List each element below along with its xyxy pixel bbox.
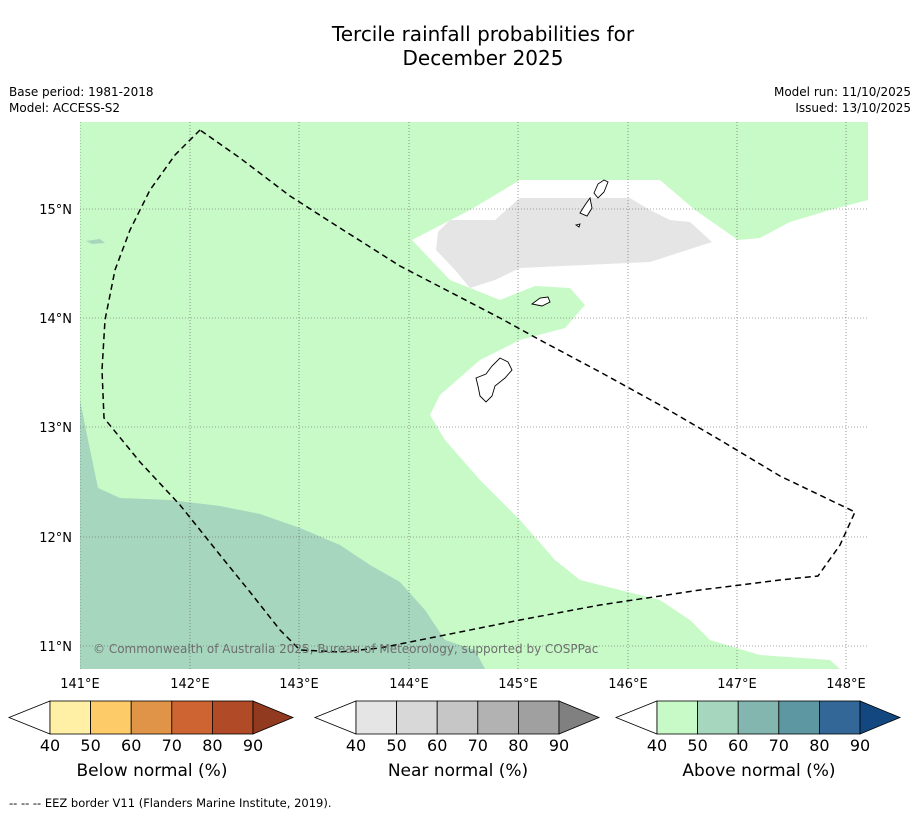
colorbar-tick-label: 70 bbox=[162, 736, 182, 755]
island-tinian bbox=[579, 196, 593, 217]
land-outlines bbox=[475, 179, 609, 403]
colorbar-above-normal: 40 50 60 70 80 90 bbox=[614, 700, 902, 755]
colorbar-over-triangle bbox=[558, 700, 601, 735]
colorbar-segment bbox=[49, 700, 91, 735]
title-line-1: Tercile rainfall probabilities for bbox=[331, 22, 635, 46]
lon-tick-label: 147°E bbox=[717, 677, 757, 692]
colorbar-segment bbox=[518, 700, 560, 735]
colorbar-segment bbox=[396, 700, 438, 735]
colorbar-tick-label: 40 bbox=[346, 736, 366, 755]
lon-tick-label: 144°E bbox=[389, 677, 429, 692]
colorbar-segment bbox=[819, 700, 861, 735]
lon-tick-label: 148°E bbox=[826, 677, 866, 692]
colorbar-tick-label: 60 bbox=[121, 736, 141, 755]
colorbar-tick-label: 40 bbox=[647, 736, 667, 755]
colorbar-segment bbox=[737, 700, 780, 735]
colorbar-tick-label: 80 bbox=[809, 736, 829, 755]
colorbar-tick-label: 50 bbox=[386, 736, 406, 755]
colorbar-tick-label: 60 bbox=[427, 736, 447, 755]
colorbar-segment bbox=[656, 700, 698, 735]
island-saipan bbox=[593, 179, 609, 199]
lon-tick-label: 143°E bbox=[279, 677, 319, 692]
colorbar-over-triangle bbox=[252, 700, 295, 735]
colorbar-tick-label: 70 bbox=[468, 736, 488, 755]
above-normal-label: Above normal (%) bbox=[682, 761, 836, 781]
above-normal-50-60-region bbox=[80, 400, 485, 669]
colorbar-tick-label: 90 bbox=[549, 736, 569, 755]
colorbar-segment bbox=[211, 700, 254, 735]
colorbar-over-triangle bbox=[859, 700, 902, 735]
colorbar-segment bbox=[697, 700, 739, 735]
map-layers: © Commonwealth of Australia 2025, Bureau… bbox=[80, 122, 868, 669]
lon-tick-label: 145°E bbox=[498, 677, 538, 692]
colorbar-tick-label: 90 bbox=[850, 736, 870, 755]
island-guam bbox=[475, 357, 513, 403]
colorbar-segment bbox=[436, 700, 479, 735]
colorbar-tick-label: 80 bbox=[508, 736, 528, 755]
colorbar-tick-label: 40 bbox=[40, 736, 60, 755]
colorbar-segment bbox=[90, 700, 132, 735]
lon-tick-label: 142°E bbox=[170, 677, 210, 692]
island-rota bbox=[530, 296, 551, 307]
title-line-2: December 2025 bbox=[402, 46, 564, 70]
gridlines bbox=[80, 122, 868, 669]
colorbar-tick-label: 50 bbox=[80, 736, 100, 755]
colorbar-segment bbox=[171, 700, 213, 735]
lat-tick-label: 14°N bbox=[39, 312, 72, 327]
near-normal-40-50-region bbox=[436, 198, 712, 288]
colorbar-near-normal: 40 50 60 70 80 90 bbox=[313, 700, 601, 755]
colorbar-tick-label: 70 bbox=[769, 736, 789, 755]
eez-footer-note: -- -- -- EEZ border V11 (Flanders Marine… bbox=[9, 796, 332, 810]
colorbar-tick-label: 90 bbox=[243, 736, 263, 755]
island-aguijan bbox=[574, 223, 581, 228]
small-patch-west bbox=[86, 239, 105, 244]
lat-tick-label: 15°N bbox=[39, 203, 72, 218]
lat-tick-label: 13°N bbox=[39, 421, 72, 436]
colorbar-tick-label: 80 bbox=[202, 736, 222, 755]
colorbar-tick-label: 50 bbox=[687, 736, 707, 755]
base-period: Base period: 1981-2018 bbox=[9, 85, 154, 99]
lon-tick-label: 146°E bbox=[608, 677, 648, 692]
colorbar-segment bbox=[778, 700, 820, 735]
lat-tick-labels: 15°N 14°N 13°N 12°N 11°N bbox=[39, 203, 72, 655]
lon-tick-labels: 141°E 142°E 143°E 144°E 145°E 146°E 147°E 148°E bbox=[60, 677, 866, 692]
colorbar-tick-label: 60 bbox=[728, 736, 748, 755]
issued-date: Issued: 13/10/2025 bbox=[795, 101, 911, 115]
lat-tick-label: 12°N bbox=[39, 531, 72, 546]
colorbar-under-triangle bbox=[313, 700, 357, 735]
colorbar-segment bbox=[130, 700, 173, 735]
model-name: Model: ACCESS-S2 bbox=[9, 101, 121, 115]
model-run: Model run: 11/10/2025 bbox=[773, 85, 911, 99]
colorbar-under-triangle bbox=[614, 700, 658, 735]
meta-left: Base period: 1981-2018 Model: ACCESS-S2 bbox=[9, 84, 154, 116]
colorbar-segment bbox=[477, 700, 519, 735]
colorbar-under-triangle bbox=[7, 700, 51, 735]
colorbar-segment bbox=[355, 700, 397, 735]
eez-border bbox=[101, 129, 856, 653]
lon-tick-label: 141°E bbox=[60, 677, 100, 692]
copyright-text: © Commonwealth of Australia 2025, Bureau… bbox=[93, 642, 598, 656]
lat-tick-label: 11°N bbox=[39, 640, 72, 655]
below-normal-label: Below normal (%) bbox=[76, 761, 228, 781]
colorbar-below-normal: 40 50 60 70 80 90 bbox=[7, 700, 295, 755]
chart-title: Tercile rainfall probabilities for Decem… bbox=[0, 22, 919, 70]
near-normal-label: Near normal (%) bbox=[387, 761, 529, 781]
meta-right: Model run: 11/10/2025 Issued: 13/10/2025 bbox=[774, 84, 911, 116]
